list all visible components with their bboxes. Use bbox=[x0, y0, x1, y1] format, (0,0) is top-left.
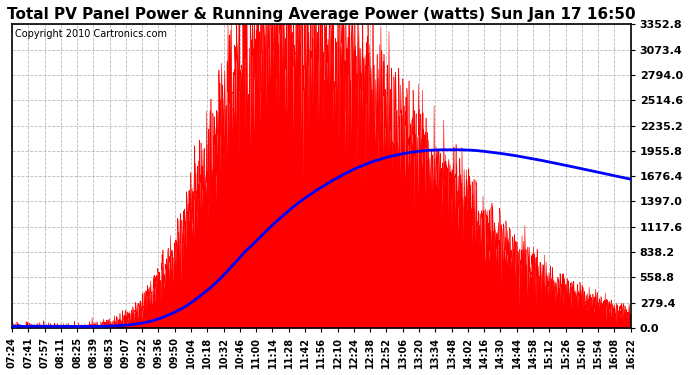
Text: Copyright 2010 Cartronics.com: Copyright 2010 Cartronics.com bbox=[15, 29, 167, 39]
Title: Total PV Panel Power & Running Average Power (watts) Sun Jan 17 16:50: Total PV Panel Power & Running Average P… bbox=[7, 7, 635, 22]
